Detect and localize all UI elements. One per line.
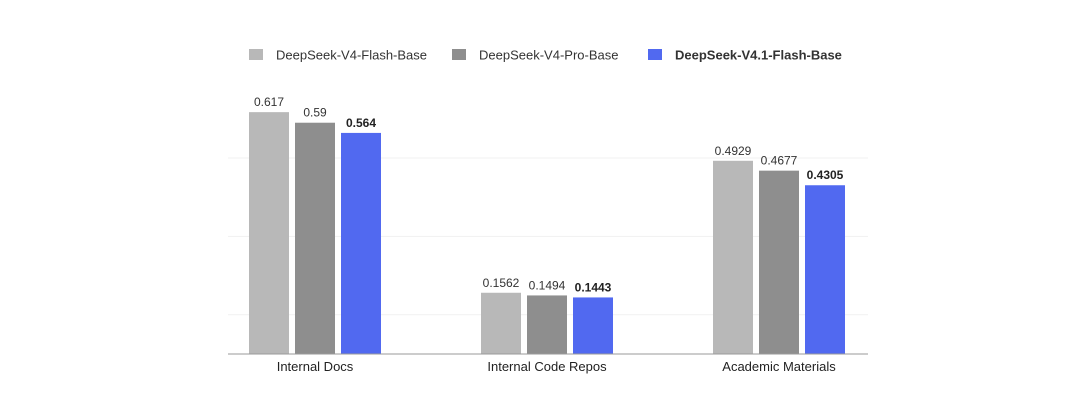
data-label-0-2: 0.564 <box>346 116 376 130</box>
data-label-0-1: 0.59 <box>303 106 327 120</box>
data-labels: 0.617 0.59 0.564 0.1562 0.1494 0.1443 0.4929 0.… <box>254 95 844 294</box>
x-tick-label-0: Internal Docs <box>277 359 354 374</box>
legend-swatch-0 <box>249 49 263 60</box>
data-label-2-2: 0.4305 <box>807 168 844 182</box>
bar-0-1 <box>295 122 335 354</box>
legend-label-1: DeepSeek-V4-Pro-Base <box>479 48 618 63</box>
data-label-1-2: 0.1443 <box>575 280 612 294</box>
bar-1-2 <box>573 297 613 354</box>
data-label-2-1: 0.4677 <box>761 154 798 168</box>
data-label-1-0: 0.1562 <box>483 276 520 290</box>
bar-1-0 <box>481 292 521 354</box>
data-label-0-0: 0.617 <box>254 95 284 109</box>
x-tick-label-2: Academic Materials <box>722 359 836 374</box>
data-label-2-0: 0.4929 <box>715 144 752 158</box>
legend-label-0: DeepSeek-V4-Flash-Base <box>276 48 427 63</box>
bar-1-1 <box>527 295 567 354</box>
legend-swatch-2 <box>648 49 662 60</box>
legend-swatch-1 <box>452 49 466 60</box>
bar-2-1 <box>759 170 799 354</box>
bar-0-2 <box>341 132 381 354</box>
x-axis-tick-labels: Internal Docs Internal Code Repos Academic… <box>277 359 837 374</box>
legend-label-2: DeepSeek-V4.1-Flash-Base <box>675 48 842 63</box>
data-label-1-1: 0.1494 <box>529 278 566 292</box>
bar-2-2 <box>805 185 845 354</box>
x-tick-label-1: Internal Code Repos <box>487 359 607 374</box>
legend: DeepSeek-V4-Flash-Base DeepSeek-V4-Pro-Ba… <box>249 48 842 63</box>
bar-2-0 <box>713 160 753 354</box>
bar-0-0 <box>249 112 289 354</box>
bars <box>249 112 845 354</box>
